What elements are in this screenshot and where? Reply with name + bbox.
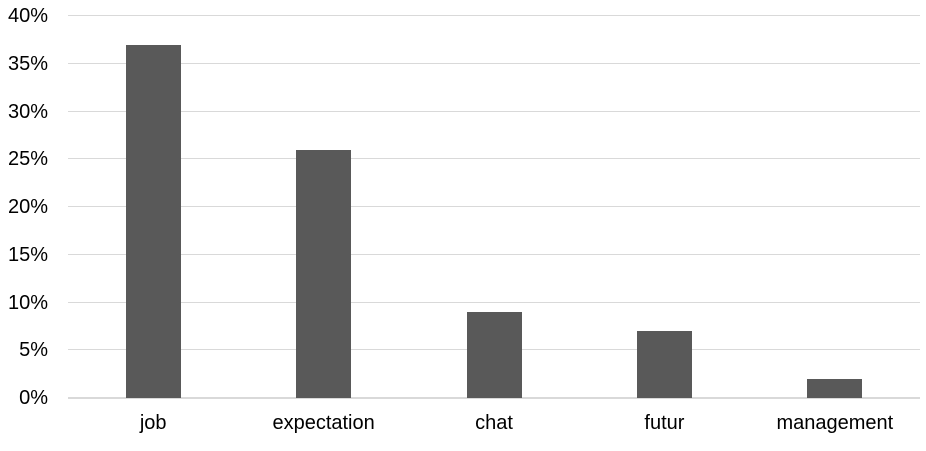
bar-slot (579, 16, 749, 398)
y-tick-label: 0% (19, 387, 48, 409)
x-axis: job expectation chat futur management (68, 410, 920, 436)
bar-slot (238, 16, 408, 398)
x-tick-label: chat (475, 412, 513, 434)
y-tick-label: 15% (7, 243, 48, 266)
bar-slot (750, 16, 920, 398)
y-tick-label: 20% (7, 196, 48, 218)
y-tick-label: 35% (7, 52, 48, 75)
bar-slot (68, 16, 238, 398)
bar-chat (466, 312, 522, 398)
bar-job (125, 44, 181, 398)
bar-futur (636, 331, 692, 398)
bar-management (807, 378, 863, 398)
y-tick-label: 5% (19, 339, 48, 362)
bars-row (68, 16, 920, 398)
y-tick-label: 10% (7, 291, 48, 314)
gridline (68, 110, 920, 112)
plot-area (68, 15, 920, 399)
bar-slot (409, 16, 579, 398)
gridline (68, 206, 920, 207)
x-tick-label: expectation (272, 412, 375, 434)
y-tick-label: 30% (7, 100, 48, 123)
x-tick-label: futur (644, 412, 685, 434)
gridline (68, 15, 920, 16)
y-tick-label: 25% (7, 148, 48, 171)
x-tick-label: job (139, 412, 167, 434)
gridline (68, 62, 920, 64)
gridline (68, 301, 920, 303)
gridline (68, 158, 920, 160)
gridline (68, 253, 920, 255)
x-axis-line (68, 397, 920, 399)
y-axis: 0% 5% 10% 15% 20% 25% 30% 35% 40% (0, 5, 48, 409)
x-tick-label: management (776, 412, 894, 434)
bar-expectation (296, 149, 352, 398)
y-tick-label: 40% (7, 5, 48, 27)
